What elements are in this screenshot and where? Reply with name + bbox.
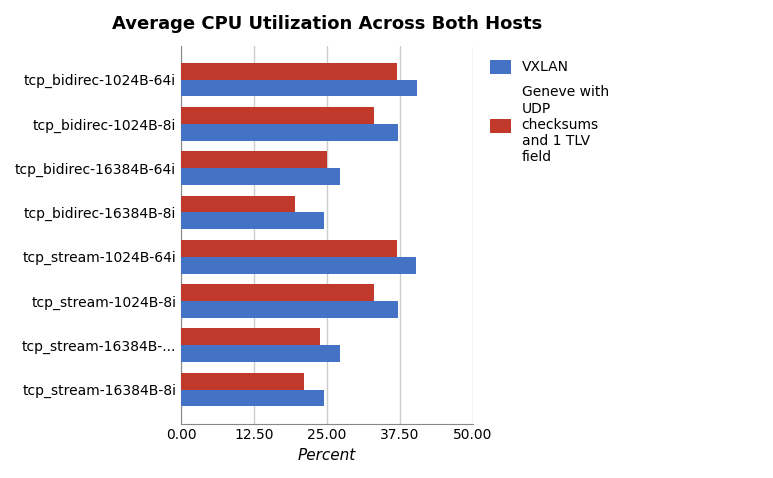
Bar (181, 196, 295, 213)
Bar (181, 213, 324, 229)
Bar (181, 257, 417, 273)
Bar (181, 124, 398, 141)
Bar (181, 284, 373, 301)
Bar (181, 328, 320, 345)
X-axis label: Percent: Percent (298, 448, 356, 463)
Bar (181, 80, 417, 97)
Bar (181, 168, 340, 185)
Bar (181, 63, 397, 80)
Title: Average CPU Utilization Across Both Hosts: Average CPU Utilization Across Both Host… (112, 15, 542, 33)
Bar (181, 107, 373, 124)
Bar (181, 390, 324, 406)
Bar (181, 345, 340, 362)
Bar (181, 301, 398, 318)
Bar (181, 152, 327, 168)
Bar (181, 373, 304, 390)
Legend: VXLAN, Geneve with
UDP
checksums
and 1 TLV
field: VXLAN, Geneve with UDP checksums and 1 T… (483, 53, 616, 171)
Bar (181, 240, 397, 257)
